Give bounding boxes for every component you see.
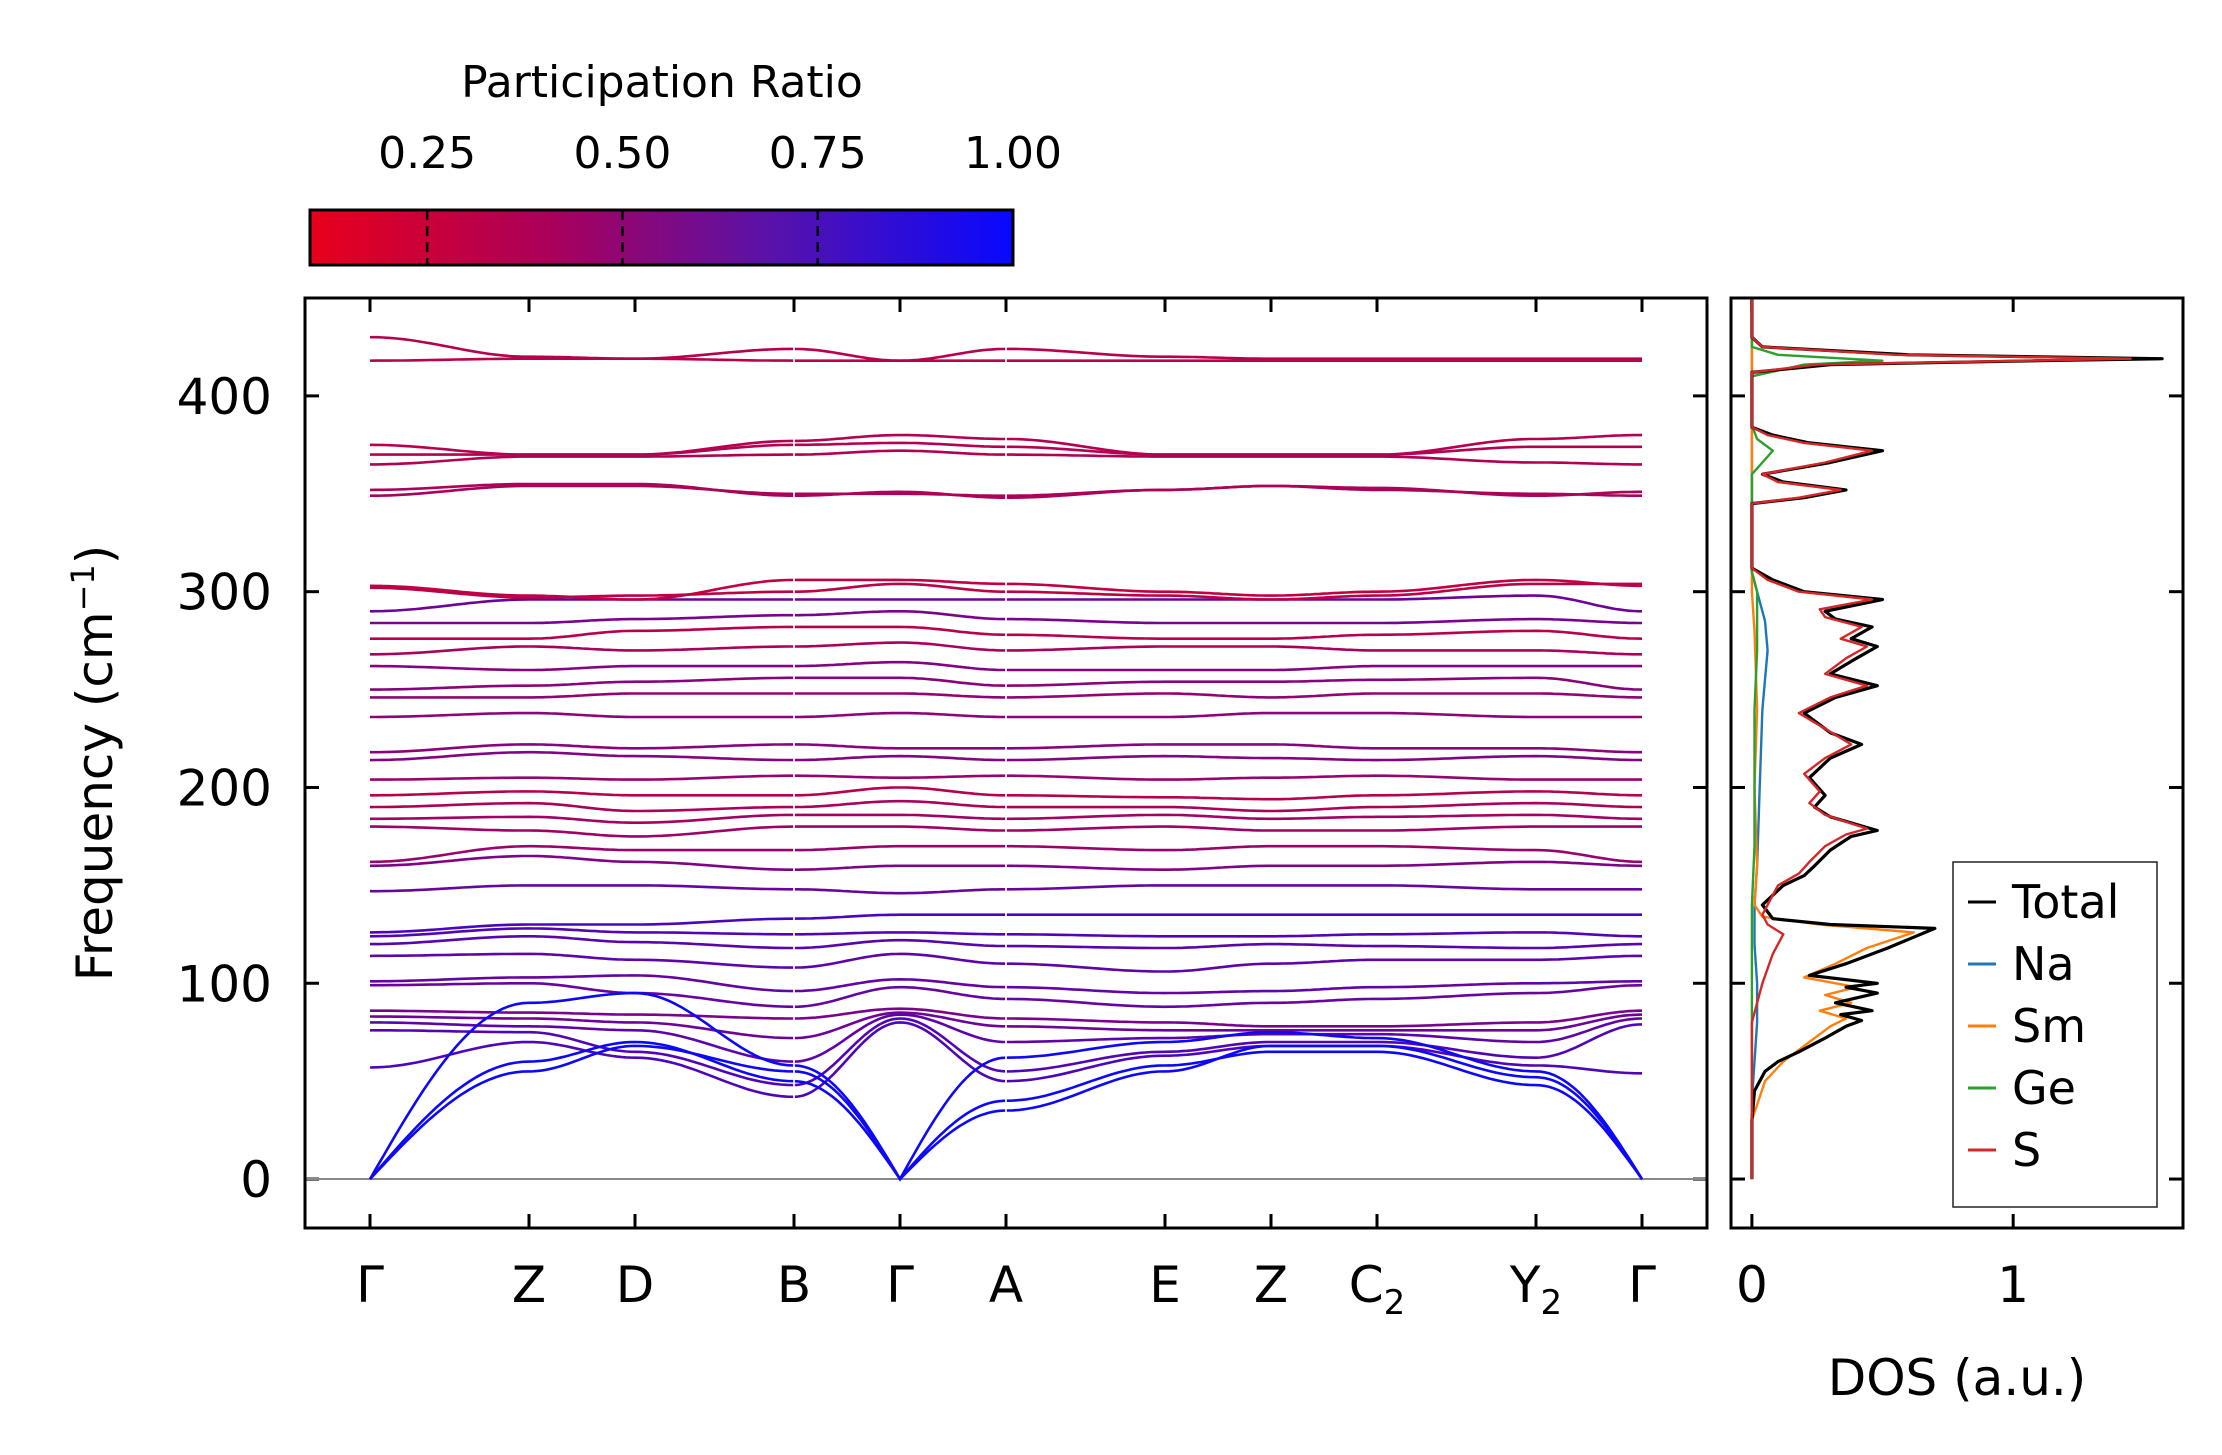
x-tick-label-main: Γ <box>1628 1256 1656 1314</box>
dos-x-axis-label: DOS (a.u.) <box>1828 1349 2087 1407</box>
dos-panel: 0 1 DOS (a.u.) Total Na Sm Ge S <box>1729 296 2185 1407</box>
x-tick-label: B <box>777 1256 811 1314</box>
legend-label-s: S <box>2012 1123 2041 1177</box>
colorbar-label: Participation Ratio <box>461 57 863 108</box>
legend-label-total: Total <box>2011 875 2119 929</box>
y-axis-label: Frequency (cm−1) <box>64 545 124 982</box>
y-tick-label: 300 <box>177 564 272 622</box>
colorbar-tick-label: 0.75 <box>769 128 867 179</box>
x-tick-label-main: C <box>1349 1256 1384 1314</box>
x-tick-label: Z <box>512 1256 546 1314</box>
x-tick-label-main: Γ <box>886 1256 914 1314</box>
x-tick-label: C2 <box>1349 1256 1406 1323</box>
dos-x-tick-label: 0 <box>1736 1256 1768 1314</box>
colorbar-tick-marks <box>425 210 819 265</box>
y-tick-label: 100 <box>177 955 272 1013</box>
dos-series-ge <box>1750 298 1884 1180</box>
x-tick-label-main: D <box>616 1256 655 1314</box>
colorbar-tick-label: 0.50 <box>573 128 671 179</box>
legend-label-ge: Ge <box>2012 1061 2076 1115</box>
x-tick-label-subscript: 2 <box>1384 1283 1406 1323</box>
legend-label-sm: Sm <box>2012 999 2086 1053</box>
y-tick-label: 0 <box>240 1151 272 1209</box>
x-tick-label: Γ <box>886 1256 914 1314</box>
colorbar-gradient <box>308 208 1015 267</box>
dos-legend: Total Na Sm Ge S <box>1952 861 2158 1208</box>
dos-series-total <box>1750 298 2164 1180</box>
y-tick-label: 200 <box>177 759 272 817</box>
x-tick-label: A <box>989 1256 1023 1314</box>
x-tick-label-subscript: 2 <box>1540 1283 1562 1323</box>
colorbar-tick-label: 1.00 <box>964 128 1062 179</box>
band-lines <box>368 317 1644 1182</box>
band-y-ticks: 0 100 200 300 400 <box>177 368 1707 1209</box>
x-tick-label: Y2 <box>1509 1256 1562 1323</box>
dos-series-sm <box>1750 298 1916 1180</box>
x-tick-label-main: Γ <box>356 1256 384 1314</box>
x-tick-label-main: A <box>989 1256 1023 1314</box>
colorbar-tick-label: 0.25 <box>378 128 476 179</box>
x-tick-label-main: Z <box>1254 1256 1288 1314</box>
x-tick-label: Γ <box>1628 1256 1656 1314</box>
x-tick-label-main: B <box>777 1256 811 1314</box>
x-tick-label: E <box>1149 1256 1181 1314</box>
x-tick-label: Z <box>1254 1256 1288 1314</box>
colorbar: Participation Ratio 0.25 0.50 0.75 1.00 <box>308 57 1062 267</box>
x-tick-label: D <box>616 1256 655 1314</box>
legend-label-na: Na <box>2012 937 2075 991</box>
dos-series-s <box>1750 298 2132 1180</box>
band-frame <box>303 296 1709 1230</box>
band-x-ticks: Γ Z D B Γ A E Z C2 Y2 Γ <box>356 298 1656 1323</box>
dos-x-tick-label: 1 <box>1997 1256 2029 1314</box>
dos-frame <box>1729 296 2185 1230</box>
x-tick-label-main: Y <box>1509 1256 1541 1314</box>
y-tick-label: 400 <box>177 368 272 426</box>
x-tick-label: Γ <box>356 1256 384 1314</box>
x-tick-label-main: Z <box>512 1256 546 1314</box>
dos-lines <box>1750 298 2164 1180</box>
x-tick-label-main: E <box>1149 1256 1181 1314</box>
colorbar-tick-labels: 0.25 0.50 0.75 1.00 <box>378 128 1062 179</box>
